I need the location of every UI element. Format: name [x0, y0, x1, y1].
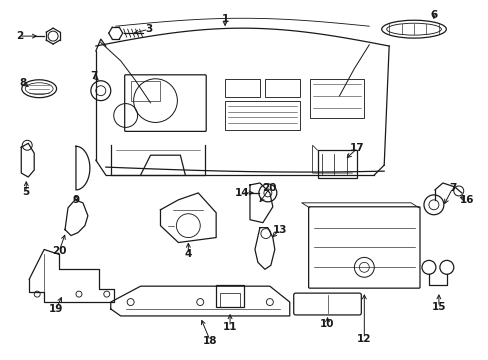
- Text: 4: 4: [184, 249, 192, 260]
- Text: 14: 14: [234, 188, 249, 198]
- Text: 19: 19: [49, 304, 63, 314]
- Text: 1: 1: [221, 14, 228, 24]
- Text: 7: 7: [90, 71, 97, 81]
- Bar: [220, 293, 240, 307]
- Text: 16: 16: [459, 195, 473, 205]
- Text: 15: 15: [431, 302, 445, 312]
- Text: 2: 2: [16, 31, 23, 41]
- Text: 20: 20: [52, 247, 66, 256]
- Text: 5: 5: [22, 187, 30, 197]
- Text: 3: 3: [144, 24, 152, 34]
- Text: 11: 11: [223, 322, 237, 332]
- Bar: [216, 285, 244, 307]
- Text: 6: 6: [429, 10, 437, 20]
- Text: 17: 17: [349, 143, 364, 153]
- Text: 12: 12: [356, 334, 371, 344]
- Text: 18: 18: [203, 336, 217, 346]
- Bar: [317, 150, 357, 178]
- Text: 7: 7: [448, 183, 456, 193]
- Bar: [264, 79, 299, 96]
- Bar: [224, 100, 299, 130]
- Bar: [309, 79, 364, 118]
- Text: 13: 13: [272, 225, 286, 235]
- Text: 20: 20: [262, 183, 277, 193]
- Bar: [224, 79, 260, 96]
- Bar: [130, 81, 160, 100]
- Text: 10: 10: [320, 319, 334, 329]
- Text: 9: 9: [72, 195, 80, 205]
- Text: 8: 8: [20, 78, 27, 88]
